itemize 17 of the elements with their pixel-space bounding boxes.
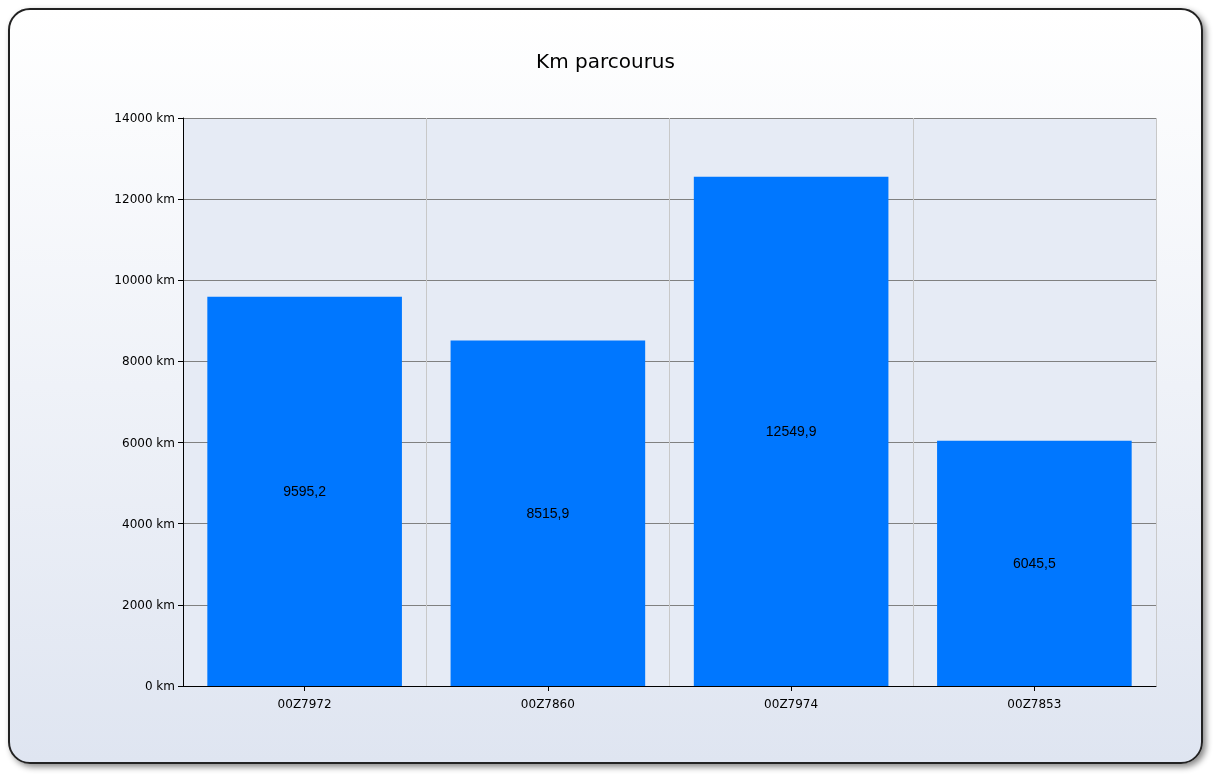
y-tick-label: 2000 km bbox=[122, 597, 175, 612]
data-label: 9595,2 bbox=[283, 483, 327, 500]
x-tick-label: 00Z7974 bbox=[764, 697, 819, 711]
data-label: 12549,9 bbox=[765, 423, 817, 440]
x-tick-label: 00Z7853 bbox=[1007, 697, 1062, 711]
x-tick-label: 00Z7972 bbox=[277, 697, 332, 711]
y-tick-label: 14000 km bbox=[114, 111, 175, 125]
data-label: 6045,5 bbox=[1012, 555, 1056, 572]
y-tick-label: 8000 km bbox=[122, 354, 175, 369]
x-tick-label: 00Z7860 bbox=[520, 697, 575, 711]
y-tick-label: 10000 km bbox=[114, 273, 175, 288]
y-tick-label: 6000 km bbox=[122, 435, 175, 450]
chart-title: Km parcourus bbox=[536, 49, 675, 73]
data-label: 8515,9 bbox=[526, 505, 570, 522]
y-tick-label: 4000 km bbox=[122, 516, 175, 531]
y-tick-label: 0 km bbox=[144, 679, 175, 693]
y-tick-label: 12000 km bbox=[114, 192, 175, 207]
